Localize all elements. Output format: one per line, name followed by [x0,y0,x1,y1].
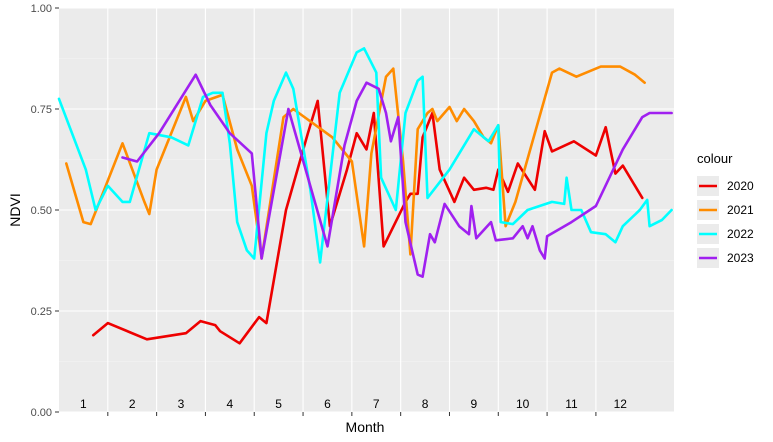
y-axis-title: NDVI [7,193,23,226]
month-label: 2 [129,397,136,411]
series-lines [57,47,673,345]
month-label: 4 [226,397,233,411]
month-label: 9 [471,397,478,411]
month-label: 6 [324,397,331,411]
month-label: 3 [178,397,185,411]
month-label: 11 [565,397,578,411]
legend: 2020 2021 2022 2023 [697,176,754,268]
month-label: 5 [275,397,282,411]
y-tick-label: 0.50 [31,205,52,217]
month-label: 8 [422,397,429,411]
x-axis-title: Month [346,419,385,435]
month-label: 10 [516,397,530,411]
legend-label-2020: 2020 [727,179,754,193]
month-label: 7 [373,397,380,411]
y-axis: 0.00 0.25 0.50 0.75 1.00 [31,3,59,419]
legend-label-2022: 2022 [727,227,754,241]
y-tick-label: 0.00 [31,407,52,419]
y-tick-label: 1.00 [31,3,52,15]
month-label: 12 [614,397,628,411]
month-label: 1 [80,397,87,411]
series-line-2021 [65,65,647,260]
y-tick-label: 0.25 [31,306,52,318]
legend-title: colour [697,151,733,166]
x-axis: 1 2 3 4 5 6 7 8 9 10 11 12 [80,397,627,416]
legend-label-2021: 2021 [727,203,754,217]
series-line-2022 [57,47,673,264]
legend-label-2023: 2023 [727,251,754,265]
y-tick-label: 0.75 [31,104,52,116]
series-line-2023 [121,73,673,279]
